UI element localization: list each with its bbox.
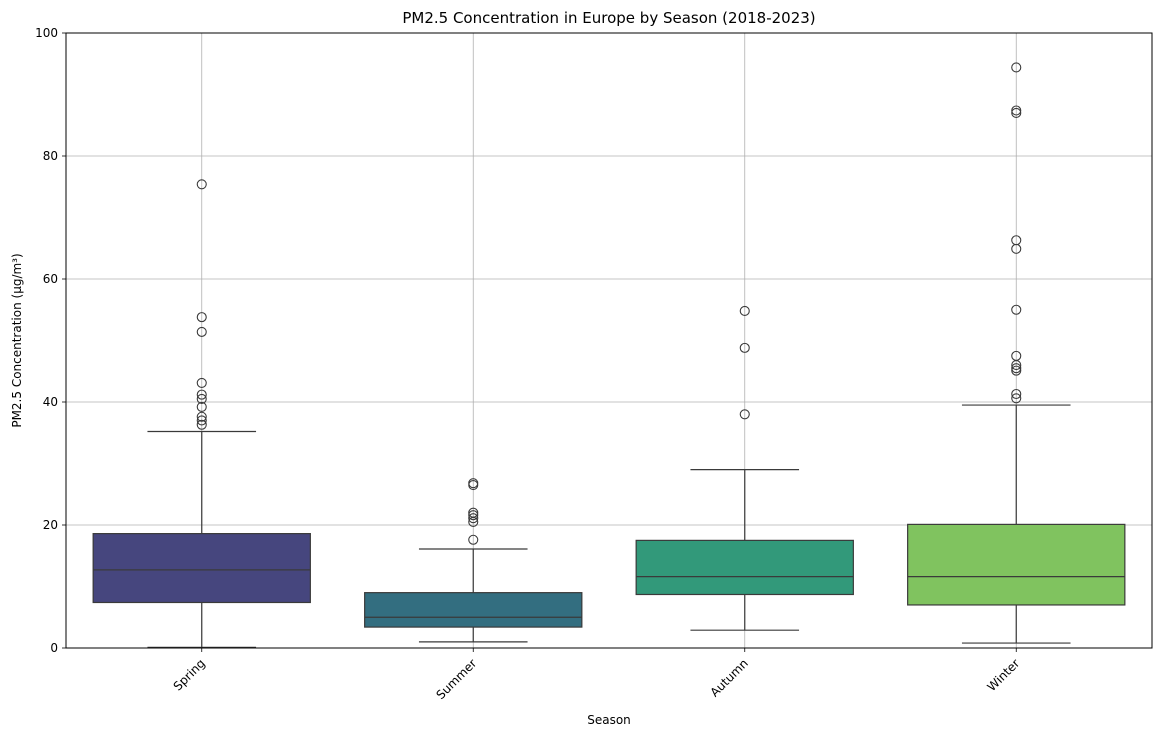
outlier-point: [196, 393, 207, 404]
plot-frame: [65, 32, 1153, 649]
iqr-box: [907, 523, 1126, 606]
iqr-box: [635, 539, 854, 596]
box-summer: [364, 478, 583, 643]
iqr-box: [92, 533, 311, 604]
outlier-point: [1011, 365, 1022, 376]
y-tick-label: 60: [43, 272, 58, 286]
outlier-point: [739, 342, 750, 353]
x-tick-label: Autumn: [707, 656, 750, 699]
outlier-point: [196, 389, 207, 400]
box-autumn: [635, 305, 854, 631]
outlier-point: [1011, 105, 1022, 116]
outlier-point: [468, 513, 479, 524]
outlier-point: [1011, 235, 1022, 246]
outlier-point: [196, 179, 207, 190]
outlier-point: [1011, 304, 1022, 315]
x-axis-label: Season: [587, 713, 631, 727]
y-tick-label: 80: [43, 149, 58, 163]
outlier-point: [739, 409, 750, 420]
y-axis-label: PM2.5 Concentration (µg/m³): [10, 253, 24, 427]
y-tick-label: 20: [43, 518, 58, 532]
y-tick-label: 100: [35, 26, 58, 40]
outlier-point: [1011, 107, 1022, 118]
x-tick-label: Summer: [433, 656, 479, 702]
y-tick-label: 0: [50, 641, 58, 655]
outlier-point: [1011, 350, 1022, 361]
outlier-point: [196, 419, 207, 430]
box-winter: [907, 62, 1126, 644]
outlier-point: [468, 534, 479, 545]
outlier-point: [196, 326, 207, 337]
outlier-point: [468, 510, 479, 521]
outlier-point: [739, 305, 750, 317]
outlier-point: [196, 312, 207, 323]
outlier-point: [468, 507, 479, 518]
chart-title: PM2.5 Concentration in Europe by Season …: [402, 9, 815, 27]
y-tick-label: 40: [43, 395, 58, 409]
outlier-point: [1011, 388, 1022, 400]
x-tick-label: Spring: [171, 656, 208, 693]
outlier-point: [196, 415, 207, 426]
outlier-point: [196, 411, 207, 422]
iqr-box: [364, 592, 583, 628]
outlier-point: [196, 377, 207, 388]
x-tick-label: Winter: [984, 656, 1022, 694]
box-spring: [92, 179, 311, 648]
outlier-point: [1011, 62, 1022, 73]
outlier-point: [468, 478, 479, 489]
outlier-point: [1011, 393, 1022, 404]
box-plots: [92, 62, 1126, 648]
outlier-point: [1011, 363, 1022, 374]
outlier-point: [196, 401, 207, 412]
